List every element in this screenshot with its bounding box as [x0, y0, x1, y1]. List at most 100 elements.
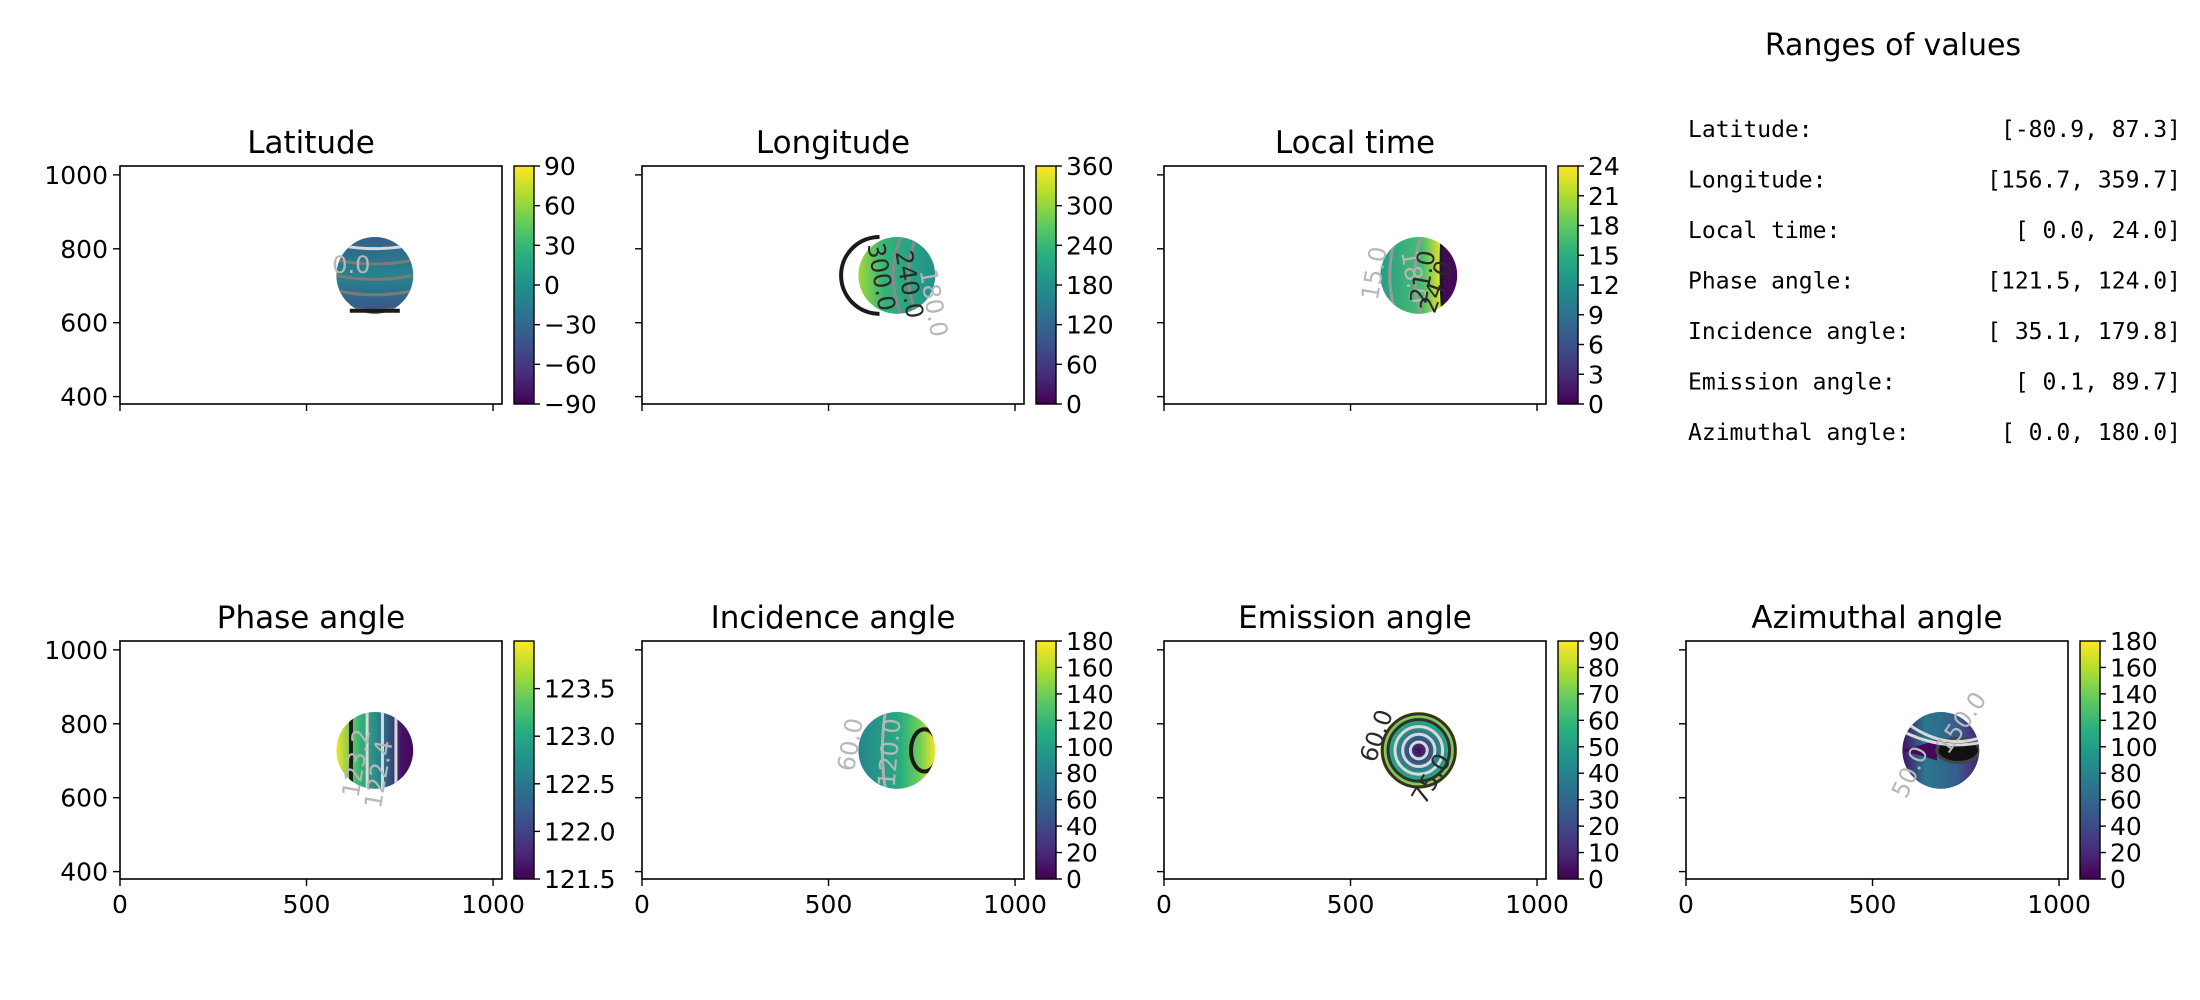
axes-frame	[641, 640, 1025, 880]
colorbar-tick-label: 80	[2110, 759, 2142, 788]
panel-title: Longitude	[756, 125, 910, 161]
range-value: [-80.9, 87.3]	[2001, 117, 2181, 143]
x-tick-label: 0	[1678, 890, 1694, 919]
range-value: [ 0.1, 89.7]	[2015, 370, 2181, 396]
panel-title: Emission angle	[1238, 600, 1472, 636]
colorbar-tick-label: 18	[1588, 212, 1620, 241]
colorbar-tick-label: 120	[1066, 311, 1114, 340]
colorbar-tick-label: 240	[1066, 231, 1114, 260]
range-label: Incidence angle:	[1688, 319, 1910, 345]
colorbar-tick-label: 60	[1588, 706, 1620, 735]
colorbar-tick-label: 100	[1066, 733, 1114, 762]
colorbar-tick-label: 60	[2110, 786, 2142, 815]
colorbar-tick-label: 9	[1588, 301, 1604, 330]
colorbar	[513, 165, 535, 405]
y-tick-label: 800	[60, 710, 108, 739]
colorbar-tick-label: −60	[544, 350, 597, 379]
colorbar-tick-label: 120	[2110, 706, 2158, 735]
contour-line	[1380, 712, 1457, 789]
contour-line	[880, 711, 887, 789]
colorbar-tick-label: 90	[544, 152, 576, 181]
colorbar-tick-label: 90	[1588, 627, 1620, 656]
colorbar-tick-label: 24	[1588, 152, 1620, 181]
colorbar-tick-label: 20	[2110, 839, 2142, 868]
colorbar-tick-label: 10	[1588, 839, 1620, 868]
y-tick-label: 1000	[44, 161, 108, 190]
colorbar-tick-label: 160	[1066, 653, 1114, 682]
range-label: Longitude:	[1688, 168, 1826, 194]
panel-longitude: Longitude300.0240.0180.00601201802403003…	[635, 125, 1114, 419]
colorbar-tick-label: 0	[1588, 865, 1604, 894]
colorbar-tick-label: 30	[544, 231, 576, 260]
ranges-title: Ranges of values	[1765, 28, 2021, 63]
colorbar-tick-label: 60	[544, 192, 576, 221]
contour-label: 180.0	[914, 267, 954, 340]
x-tick-label: 500	[805, 890, 853, 919]
colorbar-tick-label: 180	[1066, 271, 1114, 300]
y-tick-label: 400	[60, 383, 108, 412]
contour-line	[909, 727, 936, 774]
colorbar-tick-label: 123.5	[544, 675, 616, 704]
colorbar-tick-label: 160	[2110, 653, 2158, 682]
ranges-rows: Latitude: [-80.9, 87.3] Longitude: [156.7, …	[1688, 117, 2181, 446]
axes-frame	[119, 640, 503, 880]
x-tick-label: 1000	[461, 890, 525, 919]
colorbar-tick-label: 0	[544, 271, 560, 300]
planet-disk	[858, 236, 936, 314]
colorbar-tick-label: 30	[1588, 786, 1620, 815]
colorbar	[1035, 640, 1057, 880]
panel-title: Latitude	[247, 125, 375, 161]
ranges-panel: Ranges of values Latitude: [-80.9, 87.3]L…	[1688, 28, 2181, 446]
panel-title: Phase angle	[217, 600, 405, 636]
panel-latitude: Latitude 0.0 400 600 800 1000 −90 −60 −30 0 30 60 90	[44, 125, 596, 419]
colorbar-tick-label: 140	[1066, 680, 1114, 709]
range-value: [156.7, 359.7]	[1987, 168, 2181, 194]
x-tick-label: 500	[1327, 890, 1375, 919]
colorbar-tick-label: 0	[1066, 390, 1082, 419]
colorbar-tick-label: 60	[1066, 350, 1098, 379]
colorbar-tick-label: −90	[544, 390, 597, 419]
contour-line	[839, 234, 880, 316]
planet-disk	[1380, 711, 1458, 789]
colorbar-tick-label: 180	[2110, 627, 2158, 656]
y-tick-label: 1000	[44, 636, 108, 665]
colorbar-tick-label: 3	[1588, 360, 1604, 389]
colorbar-tick-label: 140	[2110, 680, 2158, 709]
colorbar-tick-label: 122.0	[544, 817, 616, 846]
range-label: Azimuthal angle:	[1688, 420, 1910, 446]
x-tick-label: 500	[283, 890, 331, 919]
contour-line	[1386, 718, 1452, 783]
colorbar-tick-label: 80	[1066, 759, 1098, 788]
x-tick-label: 500	[1849, 890, 1897, 919]
planet-image	[336, 236, 414, 314]
x-tick-label: 0	[634, 890, 650, 919]
x-tick-label: 0	[1156, 890, 1172, 919]
planet-image	[1902, 711, 1980, 789]
colorbar-tick-label: 40	[1066, 812, 1098, 841]
colorbar-tick-label: 70	[1588, 680, 1620, 709]
colorbar-tick-label: 40	[2110, 812, 2142, 841]
contour-line	[336, 258, 414, 266]
x-tick-label: 0	[112, 890, 128, 919]
contour-line	[1413, 236, 1423, 314]
range-value: [121.5, 124.0]	[1987, 269, 2181, 295]
y-tick-label: 800	[60, 235, 108, 264]
colorbar	[513, 640, 535, 880]
range-value: [ 0.0, 180.0]	[2001, 420, 2181, 446]
colorbar	[1035, 165, 1057, 405]
x-tick-label: 1000	[2027, 890, 2091, 919]
range-label: Local time:	[1688, 218, 1840, 244]
colorbar	[1557, 640, 1579, 880]
contour-line	[1401, 732, 1437, 769]
colorbar-tick-label: −30	[544, 311, 597, 340]
y-tick-label: 600	[60, 309, 108, 338]
colorbar-tick-label: 12	[1588, 271, 1620, 300]
colorbar-tick-label: 20	[1066, 839, 1098, 868]
planet-disk	[1380, 236, 1458, 314]
contour-line	[336, 273, 414, 281]
